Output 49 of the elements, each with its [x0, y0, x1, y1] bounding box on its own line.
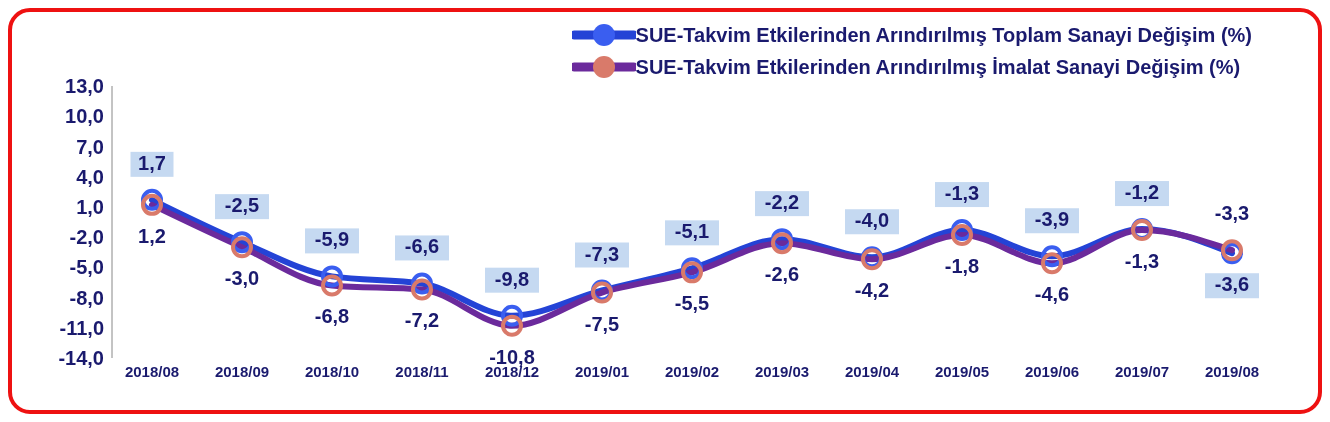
legend-label: SUE-Takvim Etkilerinden Arındırılmış Toplam Sanayi Değişim (%): [635, 23, 1252, 47]
data-label: -4,2: [854, 279, 890, 302]
x-tick-label: 2019/03: [754, 362, 810, 380]
y-tick-label: 1,0: [76, 195, 104, 218]
y-tick-label: 10,0: [65, 105, 104, 128]
data-label: 1,7: [138, 151, 166, 174]
y-tick-label: 13,0: [65, 75, 104, 98]
data-label: -5,9: [314, 228, 350, 251]
y-tick-label: -5,0: [69, 256, 104, 279]
x-tick-label: 2018/11: [395, 362, 449, 380]
y-tick-label: 7,0: [76, 135, 104, 158]
x-tick-label: 2019/01: [574, 362, 630, 380]
data-label: -2,2: [764, 191, 800, 214]
y-tick-label: 4,0: [76, 165, 104, 188]
y-tick-label: -14,0: [58, 347, 104, 370]
data-label: 1,2: [138, 224, 166, 247]
x-tick-label: 2019/04: [844, 362, 900, 380]
data-label: -7,3: [584, 242, 620, 265]
data-label: -9,8: [494, 267, 530, 290]
data-label: -6,8: [314, 305, 350, 328]
x-tick-label: 2018/10: [304, 362, 360, 380]
x-tick-label: 2018/09: [214, 362, 270, 380]
data-label: -3,6: [1214, 273, 1250, 296]
x-tick-label: 2019/07: [1114, 362, 1170, 380]
data-label: -1,2: [1124, 181, 1160, 204]
data-label: -6,6: [404, 235, 440, 258]
data-label: -1,3: [1124, 250, 1160, 273]
data-label: -4,6: [1034, 283, 1070, 306]
data-label: -7,2: [404, 309, 440, 332]
data-label: -3,3: [1214, 202, 1250, 225]
data-label: -3,9: [1034, 208, 1070, 231]
x-tick-label: 2019/05: [934, 362, 990, 380]
y-tick-label: -11,0: [59, 316, 104, 339]
legend-label: SUE-Takvim Etkilerinden Arındırılmış İmalat Sanayi Değişim (%): [635, 55, 1241, 79]
x-tick-label: 2018/08: [124, 362, 180, 380]
data-label: -5,5: [674, 292, 710, 315]
data-label: -4,0: [854, 209, 890, 232]
data-label: -7,5: [584, 312, 620, 335]
y-tick-label: -8,0: [69, 286, 104, 309]
x-tick-label: 2019/06: [1024, 362, 1080, 380]
data-label: -1,3: [944, 182, 980, 205]
y-tick-label: -2,0: [69, 226, 104, 249]
data-label: -2,6: [764, 263, 800, 286]
data-label: -2,5: [224, 194, 260, 217]
data-label: -5,1: [674, 220, 710, 243]
data-label: -1,8: [944, 255, 980, 278]
x-tick-label: 2019/02: [664, 362, 720, 380]
x-tick-label: 2019/08: [1204, 362, 1260, 380]
data-label: -3,0: [224, 267, 260, 290]
